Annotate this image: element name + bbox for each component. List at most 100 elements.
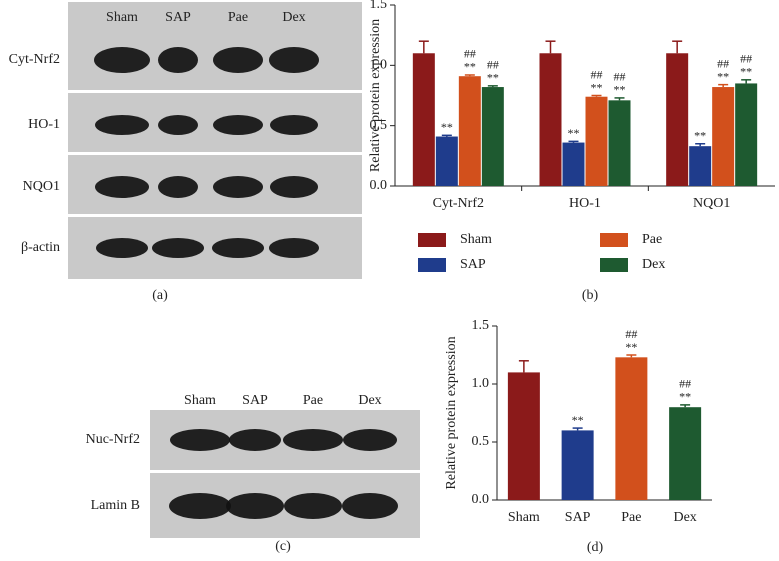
blot-band (269, 238, 319, 258)
blot-lane-label: Sham (106, 10, 138, 25)
panel-label: (d) (587, 540, 604, 555)
significance-mark: ## (591, 67, 603, 81)
x-tick-label: Pae (621, 510, 641, 525)
x-tick-label: Dex (673, 510, 696, 525)
y-tick-label: 1.5 (472, 318, 490, 333)
bar (507, 372, 540, 500)
error-bar (464, 74, 475, 77)
blot-band (213, 47, 263, 73)
significance-mark: ** (591, 80, 603, 94)
significance-mark: ** (464, 60, 476, 74)
legend-label: Sham (460, 232, 492, 247)
error-bar (695, 143, 706, 147)
y-axis-label: Relative protein expression (444, 336, 459, 489)
blot-band (158, 115, 198, 135)
error-bar (441, 134, 452, 137)
blot-band (270, 115, 318, 135)
blot-band (213, 115, 263, 135)
blot-band (95, 115, 149, 135)
error-bar (518, 360, 529, 373)
blot-band (94, 47, 150, 73)
blot-band (152, 238, 204, 258)
legend-swatch (600, 233, 628, 247)
legend-swatch (600, 258, 628, 272)
error-bar (614, 97, 625, 101)
legend-label: Dex (642, 257, 665, 272)
error-bar (718, 83, 729, 88)
blot-row-label: Nuc-Nrf2 (86, 432, 140, 447)
y-tick-label: 1.5 (370, 0, 388, 12)
bar (615, 357, 648, 500)
significance-mark: ## (679, 377, 691, 391)
error-bar (626, 354, 637, 358)
panel-label: (b) (582, 288, 599, 303)
significance-mark: ** (487, 71, 499, 85)
significance-mark: ** (614, 83, 626, 97)
significance-mark: ** (740, 65, 752, 79)
blot-band (213, 176, 263, 198)
significance-mark: ** (679, 390, 691, 404)
bar (481, 87, 504, 186)
panel-label: (c) (275, 539, 291, 554)
x-tick-label: Cyt-Nrf2 (433, 196, 484, 211)
blot-band (229, 429, 281, 451)
error-bar (418, 40, 429, 54)
significance-mark: ## (625, 327, 637, 341)
blot-band (96, 238, 148, 258)
blot-band (212, 238, 264, 258)
blot-row-label: NQO1 (23, 179, 60, 194)
blot-lane-label: Dex (358, 393, 381, 408)
blot-lane-label: Pae (303, 393, 323, 408)
error-bar (568, 140, 579, 143)
blot-row-label: HO-1 (28, 117, 60, 132)
significance-mark: ## (740, 52, 752, 66)
y-tick-label: 1.0 (472, 376, 490, 391)
bar (585, 96, 608, 186)
y-tick-label: 1.0 (370, 58, 388, 73)
bar (561, 430, 594, 500)
bar (435, 136, 458, 186)
significance-mark: ** (441, 120, 453, 134)
blot-band (95, 176, 149, 198)
blot-row-label: β-actin (21, 240, 60, 255)
significance-mark: ## (487, 58, 499, 72)
significance-mark: ** (625, 340, 637, 354)
bar (412, 53, 435, 187)
bar (669, 407, 702, 500)
y-axis-label: Relative protein expression (368, 19, 383, 172)
x-tick-label: SAP (565, 510, 591, 525)
significance-mark: ** (572, 413, 584, 427)
y-tick-label: 0.5 (472, 434, 490, 449)
blot-band (158, 176, 198, 198)
x-tick-label: HO-1 (569, 196, 601, 211)
blot-lane-label: SAP (242, 393, 268, 408)
blot-band (284, 493, 342, 519)
significance-mark: ## (717, 56, 729, 70)
bar (539, 53, 562, 187)
blot-lane-label: Dex (282, 10, 305, 25)
bar (608, 100, 631, 186)
error-bar (680, 404, 691, 408)
legend-swatch (418, 258, 446, 272)
blot-band (342, 493, 398, 519)
bar (712, 87, 735, 186)
bar (458, 76, 481, 186)
blot-row-label: Cyt-Nrf2 (9, 52, 60, 67)
blot-band (170, 429, 230, 451)
x-tick-label: Sham (508, 510, 540, 525)
blot-band (343, 429, 397, 451)
error-bar (487, 85, 498, 88)
error-bar (545, 40, 556, 54)
blot-lane-label: SAP (165, 10, 191, 25)
error-bar (672, 40, 683, 54)
blot-band (270, 176, 318, 198)
significance-mark: ** (717, 69, 729, 83)
significance-mark: ** (568, 126, 580, 140)
blot-band (158, 47, 198, 73)
significance-mark: ## (464, 47, 476, 61)
blot-lane-label: Pae (228, 10, 248, 25)
significance-mark: ** (694, 129, 706, 143)
blot-band (169, 493, 231, 519)
significance-mark: ## (614, 70, 626, 84)
